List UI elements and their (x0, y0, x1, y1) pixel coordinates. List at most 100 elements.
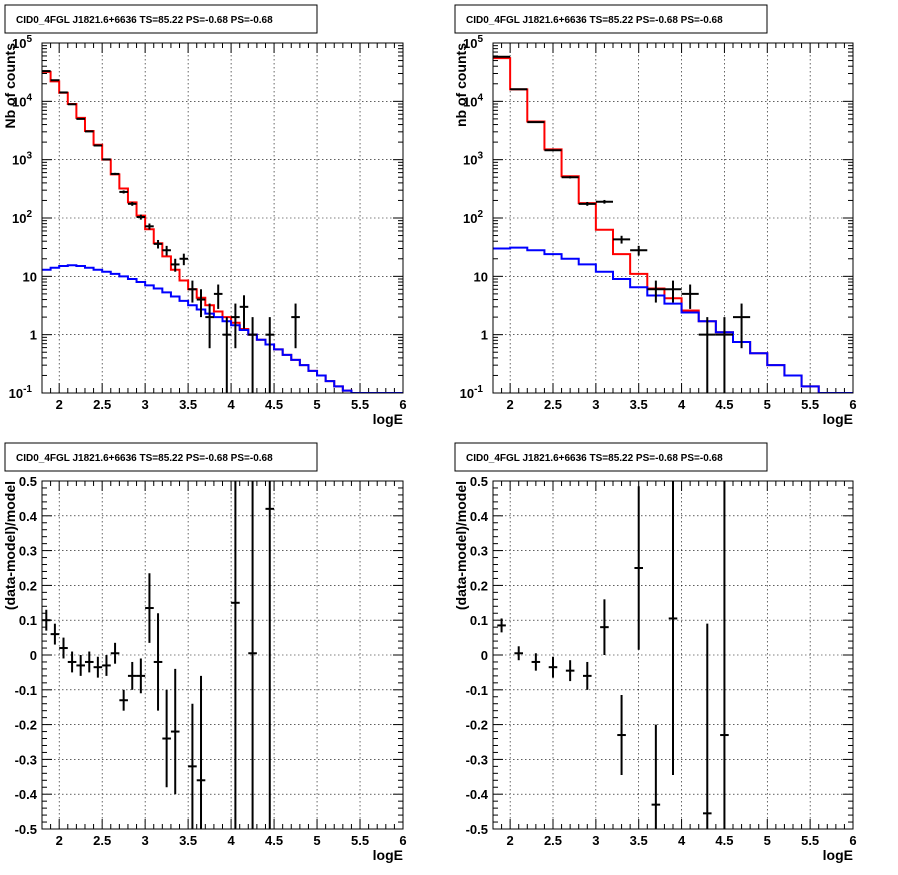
data-point (67, 103, 77, 106)
data-point (42, 609, 51, 631)
x-tick-label: 2.5 (544, 397, 562, 412)
y-tick-label: -0.4 (466, 787, 489, 802)
chart-title: CID0_4FGL J1821.6+6636 TS=85.22 PS=-0.68… (466, 453, 723, 464)
data-point (76, 117, 85, 120)
x-tick-label: 6 (849, 833, 856, 848)
y-tick-label: 0.1 (470, 613, 488, 628)
x-tick-label: 5.5 (351, 397, 369, 412)
data-point (179, 253, 189, 266)
data-point (548, 656, 558, 678)
y-tick-label: 104 (463, 92, 483, 109)
series-line-blue (42, 264, 403, 393)
y-tick-label: 105 (12, 34, 32, 51)
y-tick-label: 0 (481, 648, 488, 663)
title-box (4, 4, 318, 34)
x-axis-label: logE (373, 411, 403, 427)
data-point (703, 623, 712, 829)
y-tick-label: 10-1 (9, 384, 33, 401)
data-point (153, 613, 163, 711)
y-tick-label: -0.1 (466, 683, 488, 698)
data-point (188, 703, 197, 829)
y-axis-label: nb of counts (453, 43, 469, 127)
chart-panel-3: CID0_4FGL J1821.6+6636 TS=85.22 PS=-0.68… (2, 442, 407, 863)
x-axis-label: logE (373, 847, 403, 863)
data-point (497, 618, 506, 633)
x-tick-label: 5.5 (351, 833, 369, 848)
x-tick-label: 4.5 (715, 397, 733, 412)
y-tick-label: -0.5 (466, 822, 488, 837)
y-tick-label: 103 (12, 151, 32, 168)
x-tick-label: 2 (56, 833, 63, 848)
x-tick-label: 5 (764, 833, 771, 848)
data-point (265, 317, 275, 393)
y-tick-label: 0.3 (470, 544, 488, 559)
plot-area (42, 481, 275, 829)
x-tick-label: 2 (507, 397, 514, 412)
data-point (196, 675, 206, 829)
data-point (583, 661, 592, 690)
plot-frame (492, 480, 854, 830)
plot-area (42, 70, 403, 393)
series-line-red (42, 70, 403, 393)
data-point (205, 303, 214, 349)
plot-frame (41, 480, 404, 830)
x-tick-label: 2.5 (93, 833, 111, 848)
data-point (600, 599, 609, 655)
data-point (514, 646, 523, 661)
y-tick-label: 0.2 (19, 578, 37, 593)
x-tick-label: 5 (313, 833, 320, 848)
x-tick-label: 6 (399, 397, 406, 412)
data-point (617, 695, 626, 776)
x-tick-label: 5 (764, 397, 771, 412)
chart-panel-4: CID0_4FGL J1821.6+6636 TS=85.22 PS=-0.68… (453, 442, 857, 863)
y-tick-label: -0.3 (15, 752, 37, 767)
data-point (84, 651, 94, 673)
x-tick-label: 4 (227, 833, 235, 848)
data-point (127, 661, 137, 690)
x-tick-label: 2 (56, 397, 63, 412)
data-point (715, 317, 733, 393)
series-line-red (493, 57, 853, 393)
data-point (291, 303, 300, 349)
data-point (733, 303, 751, 349)
data-point (681, 284, 699, 309)
data-point (265, 481, 275, 829)
data-point (136, 658, 146, 694)
y-tick-label: 0.2 (470, 578, 488, 593)
x-tick-label: 4.5 (265, 397, 283, 412)
x-tick-label: 4.5 (715, 833, 733, 848)
data-point (50, 623, 60, 645)
x-axis-label: logE (823, 847, 853, 863)
data-point (76, 655, 85, 676)
y-axis-label: (data-model)/model (2, 481, 18, 610)
data-point (231, 481, 240, 829)
x-tick-label: 3.5 (179, 833, 197, 848)
x-tick-label: 4 (227, 397, 235, 412)
y-tick-label: 1 (481, 328, 488, 343)
x-tick-label: 4 (678, 833, 686, 848)
y-tick-label: -0.2 (15, 718, 37, 733)
x-tick-label: 3.5 (630, 397, 648, 412)
chart-panel-1: CID0_4FGL J1821.6+6636 TS=85.22 PS=-0.68… (2, 4, 407, 427)
data-point (127, 201, 137, 206)
x-tick-label: 6 (399, 833, 406, 848)
x-tick-label: 3.5 (179, 397, 197, 412)
x-tick-label: 3.5 (630, 833, 648, 848)
plot-frame (41, 42, 404, 394)
data-point (59, 637, 68, 659)
x-axis-label: logE (823, 411, 853, 427)
data-point (145, 223, 154, 230)
data-point (664, 280, 682, 303)
x-tick-label: 5.5 (801, 397, 819, 412)
x-tick-label: 6 (849, 397, 856, 412)
data-point (565, 660, 575, 682)
data-point (188, 280, 197, 303)
data-point (668, 481, 678, 776)
chart-title: CID0_4FGL J1821.6+6636 TS=85.22 PS=-0.68… (466, 15, 723, 26)
data-point (196, 289, 206, 318)
y-axis-label: Nb of counts (2, 43, 18, 129)
data-point (544, 149, 562, 152)
x-tick-label: 2.5 (544, 833, 562, 848)
data-point (720, 481, 729, 829)
